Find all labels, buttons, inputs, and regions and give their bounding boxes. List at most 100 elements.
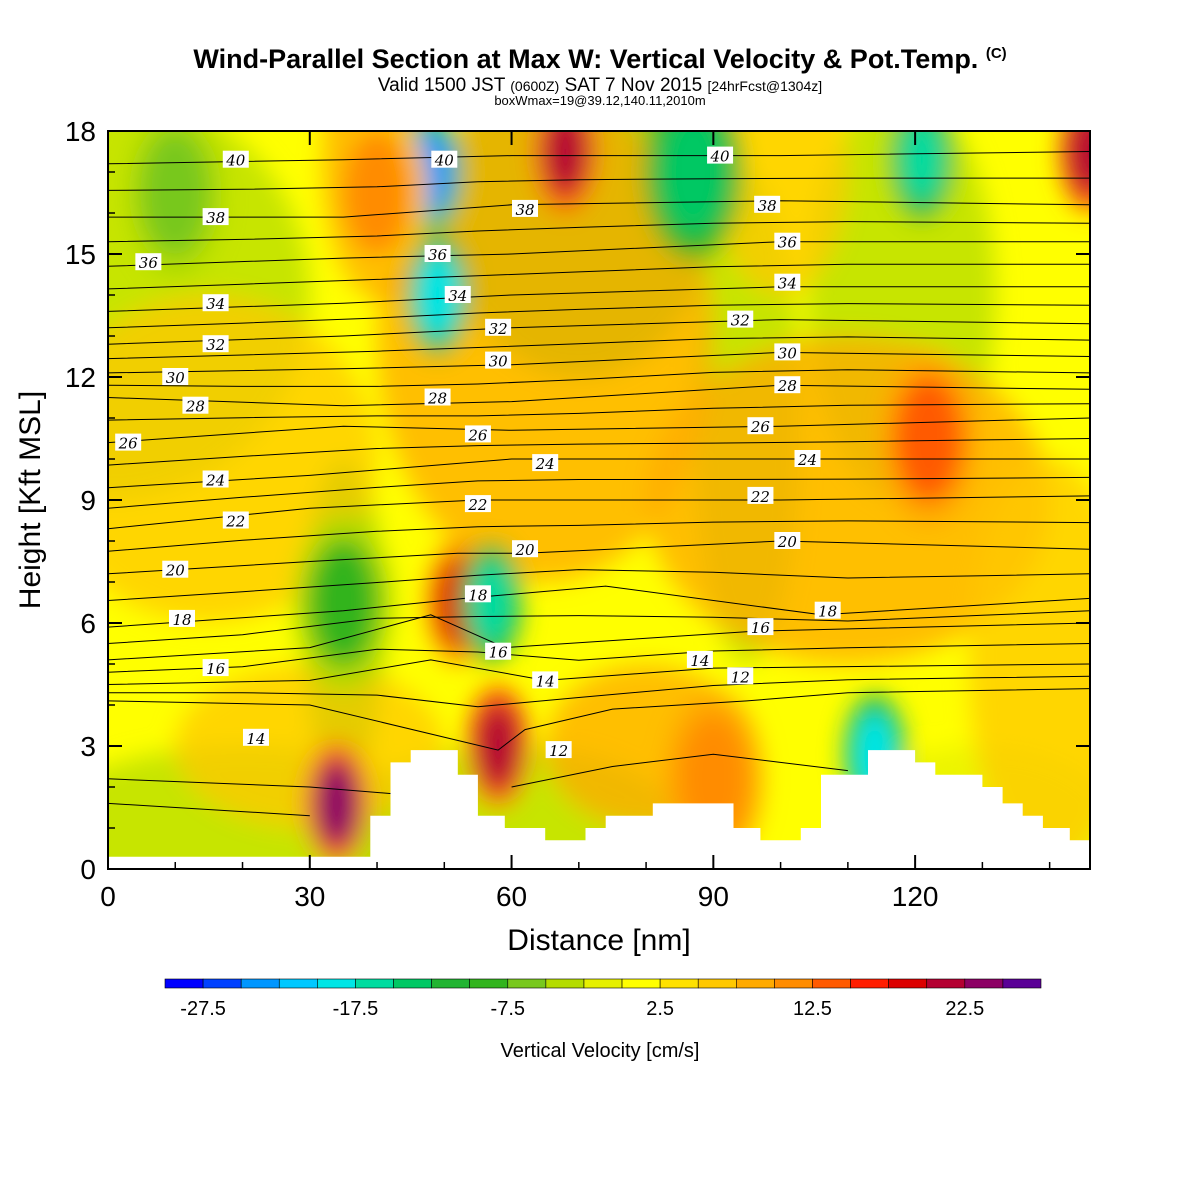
contour-label: 30 — [162, 368, 189, 387]
colorbar-swatch — [317, 978, 356, 989]
w-feature-core — [469, 558, 514, 647]
y-tick-label: 0 — [80, 854, 96, 885]
y-axis: 0 36 9 12 15 18 — [65, 116, 1090, 885]
contour-label-text: 24 — [797, 451, 817, 469]
contour-label-box — [814, 601, 841, 619]
contour-label-box — [424, 388, 451, 406]
contour-label-text: 32 — [206, 336, 225, 354]
theta-contour-low — [108, 802, 310, 817]
contour-label-text: 28 — [777, 377, 797, 395]
contour-label-text: 22 — [750, 488, 770, 506]
contour-label-text: 34 — [778, 275, 797, 293]
theta-contour-32 — [108, 319, 1090, 345]
x-tick-label: 60 — [496, 881, 527, 912]
w-feature-core — [658, 131, 729, 236]
contour-label-text: 20 — [165, 562, 186, 580]
y-axis-label: Height [Kft MSL] — [14, 391, 47, 609]
colorbar-swatch — [469, 978, 509, 989]
contour-label-box — [774, 532, 801, 549]
theta-contours — [108, 151, 1090, 817]
contour-label: 20 — [162, 560, 189, 580]
contour-label-text: 40 — [225, 152, 246, 170]
w-background-cell — [377, 131, 714, 582]
colorbar-swatch — [774, 978, 813, 989]
colorbar-swatch — [888, 978, 928, 989]
theta-contour-minor — [108, 675, 1090, 708]
contour-label-box — [485, 351, 512, 369]
contour-label: 38 — [754, 195, 781, 215]
theta-contour-30 — [108, 351, 1090, 374]
colorbar-swatch — [1002, 978, 1042, 989]
contour-label-text: 26 — [467, 426, 488, 444]
contour-label-text: 14 — [536, 672, 555, 690]
theta-contour-minor — [108, 476, 1090, 509]
colorbar-swatch — [164, 978, 204, 989]
theta-contour-minor — [108, 303, 1090, 329]
colorbar-swatch — [583, 978, 623, 989]
contour-label: 24 — [202, 470, 229, 490]
colorbar-swatch — [431, 978, 470, 989]
contour-label: 38 — [512, 199, 539, 219]
theta-contour-18 — [108, 585, 1090, 628]
theta-contour-26 — [108, 417, 1090, 444]
contour-label-text: 38 — [758, 197, 777, 215]
y-tick-label: 12 — [65, 362, 96, 393]
contour-label-text: 30 — [778, 344, 798, 362]
contour-label-text: 40 — [710, 148, 731, 166]
contour-label-text: 38 — [515, 201, 534, 219]
colorbar-swatch — [240, 978, 280, 989]
terrain-mask — [108, 750, 1090, 869]
colorbar-swatch — [736, 978, 775, 989]
contour-label-text: 18 — [468, 586, 487, 604]
colorbar-tick-label: 12.5 — [793, 998, 832, 1020]
w-feature-core — [476, 702, 521, 790]
contour-label-box — [747, 417, 774, 435]
contour-label-text: 16 — [489, 644, 509, 662]
y-tick-label: 18 — [65, 116, 96, 147]
contour-labels: 40 40 40 38 38 38 36 36 36 34 34 34 32 32 32 30 30 30 28 28… — [115, 146, 841, 760]
theta-contour-minor — [108, 643, 1090, 673]
y-tick-label: 9 — [80, 485, 96, 516]
theta-contour-minor — [108, 177, 1090, 191]
contour-label: 28 — [182, 396, 209, 416]
colorbar-swatch — [393, 978, 432, 989]
colorbar-swatch — [964, 978, 1004, 989]
w-background-cell — [713, 131, 848, 295]
theta-contour-16 — [108, 614, 1090, 661]
contour-label-text: 16 — [206, 660, 226, 678]
x-tick-label: 90 — [698, 881, 729, 912]
w-feature-core — [314, 759, 359, 848]
contour-label-box — [532, 671, 559, 689]
theta-contour-minor — [108, 263, 1090, 290]
colorbar-tick-label: 22.5 — [945, 998, 984, 1020]
x-axis: 0 30 60 90 120 — [100, 131, 1051, 912]
theta-contour-minor — [108, 221, 1090, 243]
contour-label: 20 — [512, 540, 539, 559]
contour-label-text: 28 — [185, 398, 205, 416]
colorbar-swatch — [278, 978, 318, 989]
contour-label-box — [162, 368, 189, 385]
colorbar-swatch — [202, 978, 242, 989]
contour-label-box — [794, 450, 821, 467]
contour-label-box — [424, 245, 451, 262]
contour-label: 36 — [135, 253, 162, 272]
colorbar-swatch — [850, 978, 889, 989]
colorbar-tick-label: 2.5 — [646, 998, 674, 1020]
contour-label-text: 12 — [731, 668, 750, 686]
contour-label-box — [135, 253, 162, 271]
contour-label-box — [222, 150, 249, 168]
y-tick-label: 15 — [65, 239, 96, 270]
copyright-mark: (C) — [985, 45, 1007, 62]
contour-label: 38 — [202, 208, 229, 227]
contour-label-box — [431, 150, 458, 168]
contour-label: 30 — [774, 343, 801, 362]
colorbar-tick-label: -7.5 — [491, 998, 525, 1020]
w-feature-core — [342, 131, 413, 257]
contour-label: 24 — [794, 450, 821, 469]
contour-label: 14 — [242, 728, 269, 748]
contour-label-text: 32 — [731, 312, 750, 330]
theta-contour-minor — [108, 569, 1090, 601]
contour-label: 36 — [774, 232, 801, 252]
theta-contour-low — [511, 753, 848, 788]
contour-label: 16 — [485, 642, 512, 662]
